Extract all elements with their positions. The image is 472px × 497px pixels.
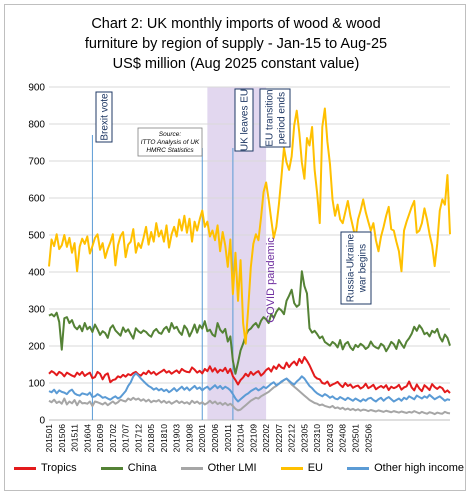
source-line: Source:	[159, 131, 182, 138]
x-tick-label: 201702	[108, 424, 118, 453]
legend-swatch	[347, 466, 370, 470]
x-tick-label: 202403	[325, 424, 335, 453]
brexit-vote-label: Brexit vote	[100, 93, 111, 141]
uk-leaves-eu-label: UK leaves EU	[240, 89, 251, 151]
russia-ukraine-label: Russia-Ukraine	[346, 233, 357, 302]
covid-label: COVID pandemic	[265, 237, 277, 323]
x-tick-label: 202202	[261, 424, 271, 453]
transition-ends-label: EU transition	[265, 89, 276, 146]
x-tick-label: 201511	[70, 424, 80, 452]
legend: Tropics China Other LMI EU Other high income	[14, 462, 464, 474]
legend-swatch	[280, 466, 303, 470]
y-tick-labels: 0 100 200 300 400 500 600 700 800 900	[28, 83, 45, 427]
legend-item: Other LMI	[180, 462, 257, 474]
series-line-other-lmi	[48, 377, 451, 416]
x-tick-label: 202212	[287, 424, 297, 453]
x-tick-label: 202305	[299, 424, 309, 453]
x-tick-label: 201810	[159, 424, 169, 453]
y-tick-label: 800	[28, 120, 45, 131]
y-tick-label: 300	[28, 305, 45, 316]
x-tick-label: 202501	[350, 424, 360, 453]
transition-ends-box	[259, 88, 291, 148]
legend-label: China	[127, 462, 157, 474]
x-tick-label: 202011	[223, 424, 233, 452]
y-tick-label: 0	[39, 416, 45, 427]
x-tick-label: 201707	[121, 424, 131, 453]
x-tick-label: 202006	[210, 424, 220, 453]
transition-ends-label: period ends	[277, 92, 288, 144]
legend-swatch	[14, 466, 36, 470]
series-lines	[48, 107, 451, 416]
legend-item: Tropics	[14, 462, 77, 474]
chart-title: Chart 2: UK monthly imports of wood & wo…	[0, 14, 472, 74]
gridlines	[49, 86, 450, 421]
brexit-vote-box	[95, 91, 113, 143]
y-tick-label: 100	[28, 379, 45, 390]
title-line-2: furniture by region of supply - Jan-15 t…	[84, 36, 388, 52]
legend-item: China	[100, 462, 157, 474]
title-line-3: US$ million (Aug 2025 constant value)	[112, 56, 360, 72]
legend-item: EU	[280, 462, 323, 474]
russia-ukraine-label: war begins	[358, 244, 369, 293]
y-tick-label: 900	[28, 83, 45, 94]
legend-item: Other high income	[347, 462, 464, 474]
x-tick-label: 201609	[95, 424, 105, 453]
legend-swatch	[100, 466, 123, 470]
source-box	[137, 127, 203, 157]
x-tick-label: 201506	[57, 424, 67, 453]
x-tick-label: 202104	[236, 424, 246, 453]
x-tick-label: 201712	[133, 424, 143, 453]
legend-label: Other LMI	[207, 462, 257, 474]
x-tick-label: 202506	[363, 424, 373, 453]
y-tick-label: 700	[28, 157, 45, 168]
uk-leaves-eu-box	[234, 88, 254, 152]
y-tick-label: 400	[28, 268, 45, 279]
legend-swatch	[180, 466, 203, 470]
y-tick-label: 500	[28, 231, 45, 242]
series-line-tropics	[48, 356, 451, 394]
series-line-other-high-income	[48, 372, 451, 403]
legend-label: EU	[307, 462, 323, 474]
x-tick-labels: 201501 201506 201511 201604 201609 201702 2017…	[44, 424, 373, 453]
x-tick-label: 202001	[197, 424, 207, 453]
x-tick-label: 202207	[274, 424, 284, 453]
y-tick-label: 200	[28, 342, 45, 353]
russia-ukraine-box	[340, 231, 372, 305]
event-annotations: Brexit vote UK leaves EU EU transition peri…	[95, 88, 372, 323]
x-tick-label: 202109	[248, 424, 258, 453]
legend-label: Tropics	[41, 462, 77, 474]
x-tick-label: 201903	[172, 424, 182, 453]
title-line-1: Chart 2: UK monthly imports of wood & wo…	[91, 16, 381, 32]
series-line-eu	[48, 107, 451, 345]
legend-label: Other high income	[374, 462, 464, 474]
source-line: HMRC Statistics	[146, 147, 194, 154]
source-line: ITTO Analysis of UK	[141, 139, 200, 146]
x-tick-label: 201604	[82, 424, 92, 453]
x-tick-label: 202310	[312, 424, 322, 453]
series-line-china	[48, 270, 451, 375]
y-tick-label: 600	[28, 194, 45, 205]
x-tick-label: 202408	[338, 424, 348, 453]
x-tick-label: 201805	[146, 424, 156, 453]
x-tick-label: 201908	[184, 424, 194, 453]
x-tick-label: 201501	[44, 424, 54, 453]
